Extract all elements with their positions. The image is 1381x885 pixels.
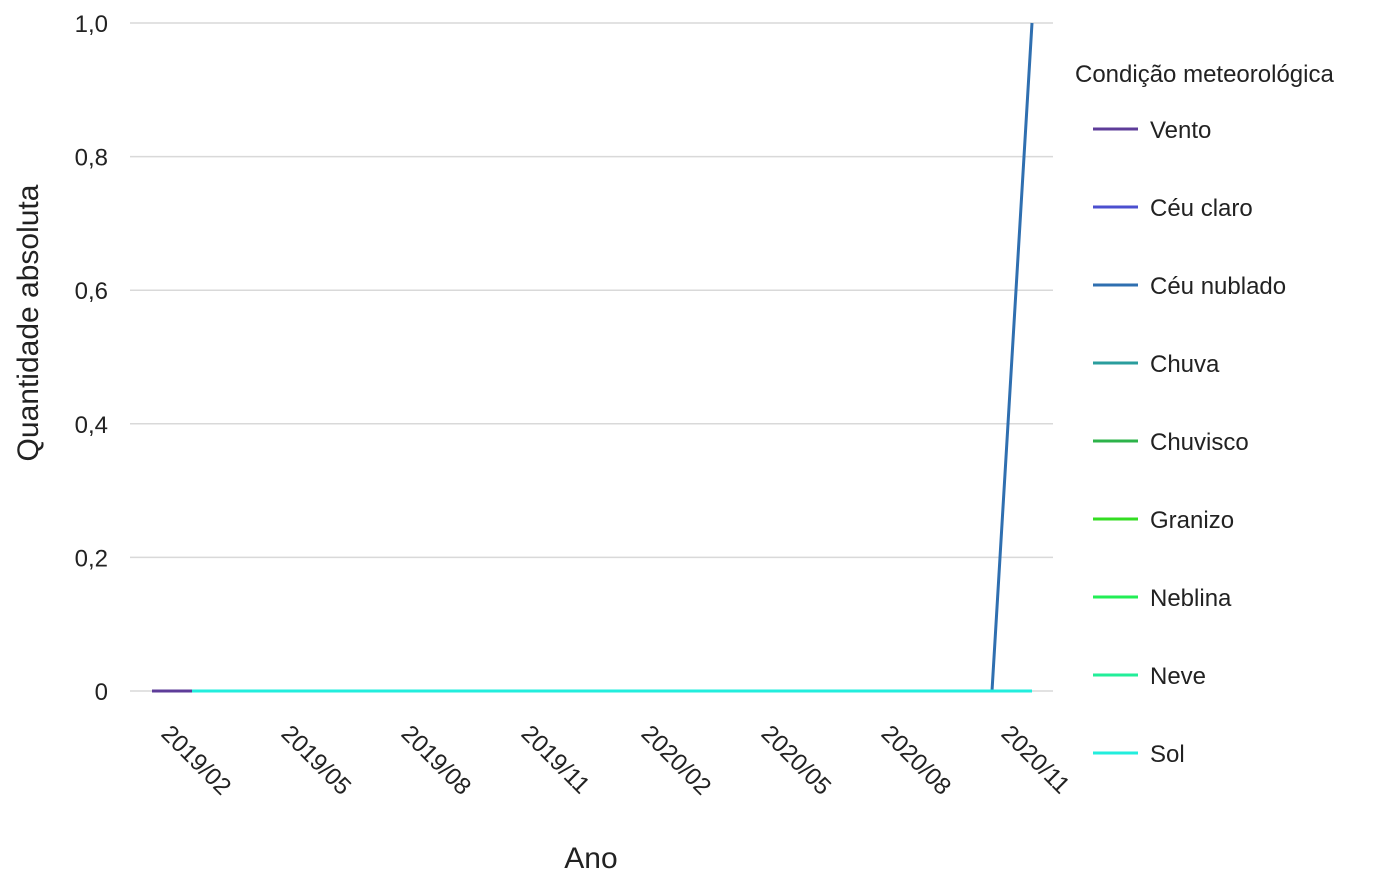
y-axis-label: Quantidade absoluta <box>12 184 45 461</box>
x-tick-label: 2020/05 <box>756 720 836 800</box>
y-tick-label: 0,8 <box>75 145 108 172</box>
legend-label: Chuvisco <box>1150 429 1249 456</box>
legend-label: Céu claro <box>1150 195 1253 222</box>
legend-label: Chuva <box>1150 351 1220 378</box>
series-line <box>192 22 1034 693</box>
x-tick-label: 2019/02 <box>156 720 236 800</box>
y-tick-label: 0 <box>95 679 108 706</box>
x-tick-label: 2020/11 <box>996 720 1075 799</box>
legend-label: Neve <box>1150 663 1206 690</box>
x-tick-label: 2019/05 <box>276 720 356 800</box>
y-tick-label: 0,2 <box>75 545 108 572</box>
x-tick-label: 2020/08 <box>876 720 956 800</box>
legend-title: Condição meteorológica <box>1075 61 1334 88</box>
legend-label: Granizo <box>1150 507 1234 534</box>
y-tick-label: 0,4 <box>75 412 108 439</box>
x-axis-label: Ano <box>564 842 617 875</box>
y-tick-label: 1,0 <box>75 11 108 38</box>
legend-label: Vento <box>1150 117 1211 144</box>
x-tick-label: 2019/08 <box>396 720 476 800</box>
x-tick-label: 2020/02 <box>636 720 716 800</box>
legend-label: Céu nublado <box>1150 273 1286 300</box>
legend-label: Neblina <box>1150 585 1232 612</box>
x-tick-label: 2019/11 <box>516 720 595 799</box>
legend-label: Sol <box>1150 741 1185 768</box>
y-tick-label: 0,6 <box>75 278 108 305</box>
